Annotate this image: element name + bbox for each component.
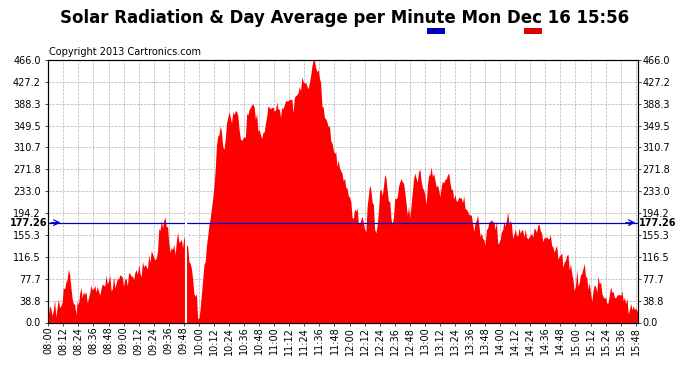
Text: Solar Radiation & Day Average per Minute Mon Dec 16 15:56: Solar Radiation & Day Average per Minute… bbox=[61, 9, 629, 27]
Text: Copyright 2013 Cartronics.com: Copyright 2013 Cartronics.com bbox=[49, 47, 201, 57]
Text: 177.26: 177.26 bbox=[639, 217, 676, 228]
Text: 177.26: 177.26 bbox=[10, 217, 48, 228]
Legend: Median (w/m2), Radiation (w/m2): Median (w/m2), Radiation (w/m2) bbox=[425, 25, 633, 38]
